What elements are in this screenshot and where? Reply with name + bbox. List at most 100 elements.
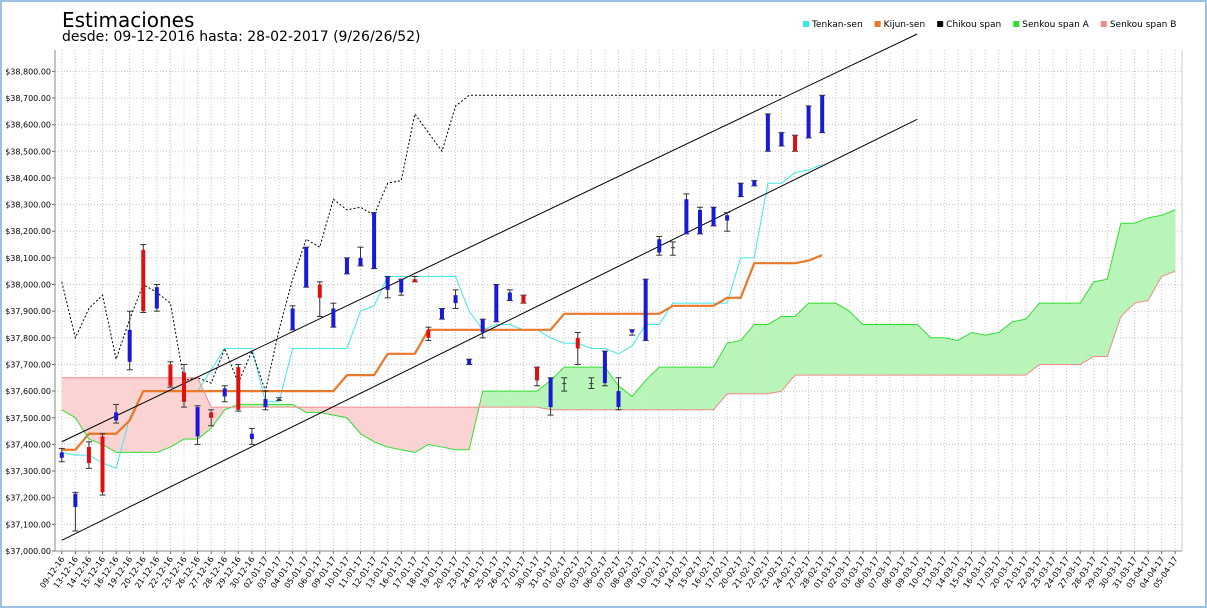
candle-body: [317, 284, 322, 298]
legend-swatch: [874, 21, 881, 27]
kumo-segment: [387, 407, 402, 450]
y-tick-label: $37,400.00: [5, 440, 51, 449]
candle-body: [535, 367, 540, 381]
kumo-segment: [903, 324, 918, 376]
kumo-segment: [740, 324, 755, 394]
candle-body: [426, 329, 431, 338]
candle-body: [725, 215, 730, 221]
candle-body: [277, 399, 282, 401]
kumo-segment: [1053, 303, 1067, 365]
candle-body: [385, 276, 390, 290]
kumo-segment: [998, 321, 1013, 376]
candle-body: [344, 257, 349, 274]
trend-line: [61, 33, 918, 443]
kumo-segment: [496, 391, 510, 408]
series-line: [61, 254, 823, 451]
kumo-segment: [1093, 279, 1108, 357]
kumo-segment: [876, 324, 891, 376]
kumo-segment: [401, 407, 415, 453]
kumo-segment: [1066, 303, 1081, 365]
candle-body: [467, 359, 472, 365]
candle-body: [263, 399, 268, 408]
kumo-segment: [632, 380, 646, 410]
candle-body: [331, 308, 336, 328]
candle-body: [602, 351, 607, 384]
kumo-segment: [1161, 209, 1176, 277]
candle-body: [657, 239, 662, 253]
kumo-segment: [251, 404, 266, 408]
kumo-segment: [183, 377, 198, 440]
candle-body: [236, 367, 241, 410]
kumo-segment: [156, 377, 171, 453]
legend-swatch: [1013, 21, 1020, 27]
kumo-segment: [346, 407, 361, 434]
kumo-segment: [61, 377, 76, 418]
legend-label: Tenkan-sen: [811, 20, 863, 30]
kumo-segment: [862, 324, 877, 376]
candle-body: [630, 329, 635, 333]
candle-body: [697, 209, 702, 234]
kumo-segment: [944, 337, 958, 376]
kumo-segment: [523, 391, 538, 408]
legend-label: Senkou span A: [1022, 20, 1089, 30]
candle-body: [765, 113, 770, 152]
legend-label: Chikou span: [946, 20, 1001, 30]
candle-body: [209, 412, 214, 418]
kumo-segment: [767, 316, 782, 394]
y-tick-label: $37,700.00: [5, 360, 51, 369]
kumo-segment: [75, 377, 89, 440]
y-tick-label: $38,200.00: [5, 227, 51, 236]
kumo-segment: [1025, 303, 1040, 376]
candle-body: [806, 105, 811, 138]
kumo-segment: [659, 367, 673, 410]
kumo-segment: [509, 391, 524, 408]
kumo-segment: [1148, 215, 1162, 301]
candle-body: [127, 329, 132, 362]
kumo-segment: [890, 324, 904, 376]
candle-body: [439, 308, 444, 320]
y-tick-label: $38,600.00: [5, 121, 51, 130]
candle-body: [494, 284, 499, 322]
candle-body: [548, 377, 553, 408]
candle-body: [73, 493, 78, 508]
kumo-segment: [577, 367, 592, 410]
kumo-segment: [1039, 303, 1054, 365]
y-tick-label: $38,400.00: [5, 174, 51, 183]
legend-swatch: [937, 21, 944, 27]
kumo-segment: [374, 407, 388, 448]
kumo-segment: [428, 407, 442, 448]
kumo-segment: [835, 303, 850, 376]
legend-swatch: [803, 21, 809, 27]
kumo-segment: [360, 407, 375, 442]
candle-body: [453, 295, 458, 304]
candle-body: [793, 135, 798, 152]
candle-body: [249, 433, 254, 440]
candle-body: [779, 132, 784, 146]
candle-body: [181, 372, 186, 402]
kumo-segment: [808, 303, 823, 376]
series-line: [61, 94, 782, 393]
kumo-segment: [985, 332, 999, 376]
candle-body: [399, 279, 404, 293]
y-tick-label: $37,800.00: [5, 334, 51, 343]
kumo-segment: [971, 332, 986, 376]
candle-body: [670, 247, 675, 249]
candle-body: [521, 295, 526, 304]
y-tick-label: $38,000.00: [5, 281, 51, 290]
candle-body: [222, 388, 227, 397]
candle-body: [711, 207, 716, 226]
candle-body: [507, 292, 512, 301]
kumo-segment: [564, 367, 578, 410]
kumo-segment: [604, 367, 619, 410]
kumo-segment: [822, 303, 836, 376]
candle-body: [820, 95, 825, 133]
kumo-segment: [672, 367, 687, 410]
kumo-segment: [537, 380, 551, 410]
candle-body: [738, 183, 743, 197]
kumo: [61, 209, 1176, 453]
kumo-segment: [795, 303, 809, 376]
candle-body: [358, 257, 363, 266]
y-tick-label: $37,900.00: [5, 307, 51, 316]
kumo-segment: [116, 377, 130, 453]
